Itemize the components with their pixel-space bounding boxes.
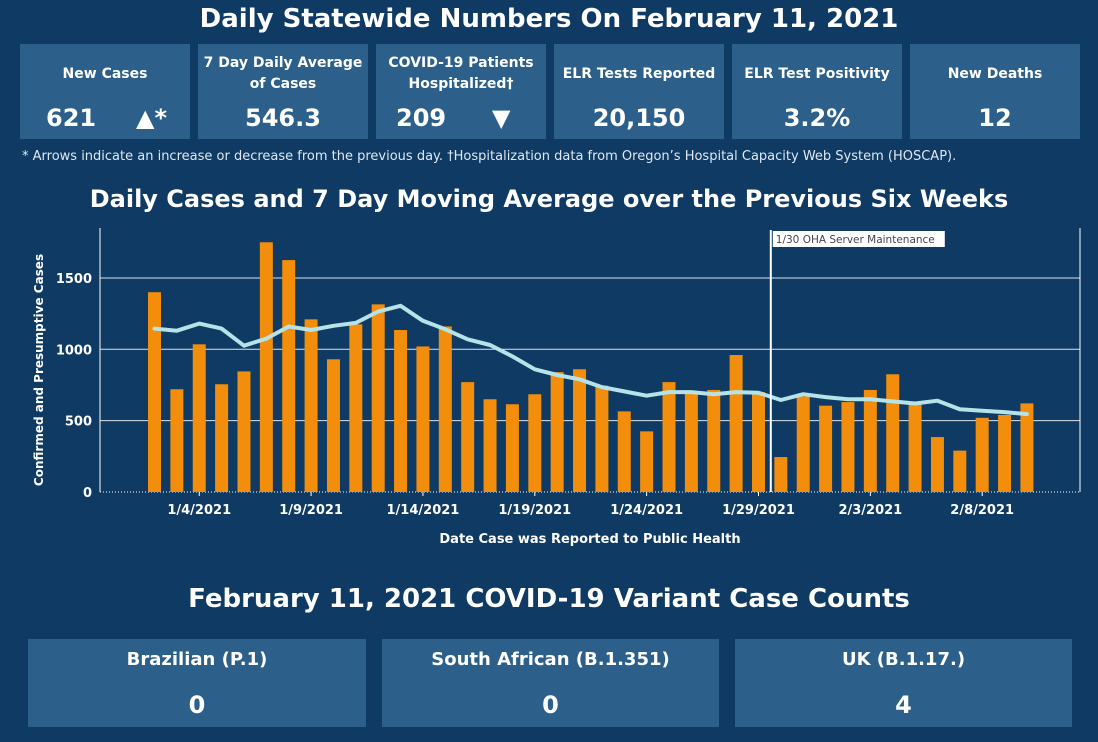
kpi-value: 20,150 — [592, 104, 686, 132]
variant-label: UK (B.1.17.) — [841, 649, 966, 670]
x-axis-label: Date Case was Reported to Public Health — [439, 532, 740, 547]
y-tick-label: 0 — [83, 486, 92, 501]
moving-average-line — [152, 303, 1029, 417]
kpi-hospitalized[interactable]: COVID-19 Patients Hospitalized† 209 ▼ — [376, 44, 546, 139]
variant-label: Brazilian (P.1) — [126, 649, 268, 670]
bar — [148, 292, 161, 492]
bar — [237, 371, 251, 492]
variant-card-south-african[interactable]: South African (B.1.351) 0 — [382, 639, 719, 727]
kpi-label: ELR Test Positivity — [744, 65, 890, 82]
kpi-value: 12 — [978, 104, 1012, 132]
x-tick-label: 1/19/2021 — [498, 503, 571, 518]
bar — [751, 392, 765, 492]
daily-cases-chart: 1/30 OHA Server Maintenance 0 500 1000 1500… — [32, 228, 1081, 547]
kpi-label: 7 Day Daily Average of Cases — [203, 55, 363, 92]
bar — [505, 404, 519, 492]
kpi-elr-tests[interactable]: ELR Tests Reported 20,150 — [554, 44, 724, 139]
bar — [394, 330, 408, 492]
bar — [707, 389, 721, 492]
bar — [438, 326, 452, 492]
bar — [640, 431, 654, 492]
x-tick-label: 2/8/2021 — [950, 503, 1014, 518]
kpi-value: 3.2% — [783, 104, 851, 132]
bar — [819, 405, 833, 492]
page-title: Daily Statewide Numbers On February 11, … — [199, 4, 899, 34]
bar — [550, 372, 564, 492]
kpi-new-cases[interactable]: New Cases 621 ▲* — [20, 44, 190, 139]
bar — [215, 384, 229, 492]
bar — [573, 369, 587, 492]
variant-count: 4 — [895, 691, 912, 719]
variant-card-uk[interactable]: UK (B.1.17.) 4 — [735, 639, 1072, 727]
kpi-value: 621 — [46, 104, 97, 132]
bar — [282, 260, 296, 492]
bar — [796, 396, 810, 492]
bar — [908, 403, 922, 492]
bar — [461, 382, 475, 492]
y-tick-label: 1000 — [56, 343, 92, 358]
chart-title: Daily Cases and 7 Day Moving Average ove… — [89, 185, 1009, 213]
kpi-label: New Cases — [62, 65, 148, 82]
annotation-box — [772, 231, 945, 247]
bar — [416, 346, 430, 492]
kpi-row: New Cases 621 ▲* 7 Day Daily Average of … — [20, 44, 1080, 139]
up-arrow-icon: ▲* — [136, 104, 168, 132]
bar — [886, 374, 900, 492]
kpi-elr-positivity[interactable]: ELR Test Positivity 3.2% — [732, 44, 902, 139]
kpi-7-day-average[interactable]: 7 Day Daily Average of Cases 546.3 — [198, 44, 368, 139]
variant-section-title: February 11, 2021 COVID-19 Variant Case … — [188, 584, 910, 614]
bar — [998, 414, 1012, 492]
bar — [170, 389, 184, 492]
kpi-value: 546.3 — [245, 104, 321, 132]
footnote: * Arrows indicate an increase or decreas… — [22, 149, 957, 164]
bar — [259, 242, 273, 492]
x-tick-label: 1/9/2021 — [279, 503, 343, 518]
bar — [930, 437, 944, 492]
bar — [192, 344, 206, 492]
bar — [729, 355, 743, 492]
bar — [953, 450, 967, 492]
x-tick-label: 1/24/2021 — [610, 503, 683, 518]
bar — [1020, 403, 1034, 492]
bar — [304, 319, 318, 492]
bar — [975, 417, 989, 492]
bar — [617, 411, 631, 492]
bar — [528, 394, 542, 492]
bar — [774, 457, 788, 492]
y-axis-label: Confirmed and Presumptive Cases — [32, 254, 46, 486]
annotation-label: 1/30 OHA Server Maintenance — [776, 234, 935, 246]
variant-card-brazilian[interactable]: Brazilian (P.1) 0 — [28, 639, 366, 727]
kpi-label: New Deaths — [947, 65, 1043, 82]
kpi-label: COVID-19 Patients Hospitalized† — [388, 55, 534, 92]
x-tick-label: 1/29/2021 — [722, 503, 795, 518]
x-tick-label: 1/4/2021 — [167, 503, 231, 518]
bar — [349, 324, 363, 492]
bar — [684, 393, 698, 492]
kpi-value: 209 — [396, 104, 447, 132]
bar — [863, 389, 877, 492]
y-tick-label: 500 — [65, 415, 92, 430]
bar — [841, 402, 855, 492]
kpi-label: ELR Tests Reported — [562, 65, 716, 82]
y-tick-label: 1500 — [56, 272, 92, 287]
bar — [595, 385, 609, 492]
x-tick-label: 2/3/2021 — [838, 503, 902, 518]
bar — [662, 382, 676, 492]
variant-label: South African (B.1.351) — [431, 649, 670, 670]
x-tick-label: 1/14/2021 — [387, 503, 460, 518]
variant-count: 0 — [542, 691, 559, 719]
down-arrow-icon: ▼ — [492, 104, 511, 132]
bar — [483, 399, 497, 492]
kpi-new-deaths[interactable]: New Deaths 12 — [910, 44, 1080, 139]
bar — [371, 304, 385, 492]
bar — [326, 359, 340, 492]
variant-count: 0 — [188, 691, 206, 719]
